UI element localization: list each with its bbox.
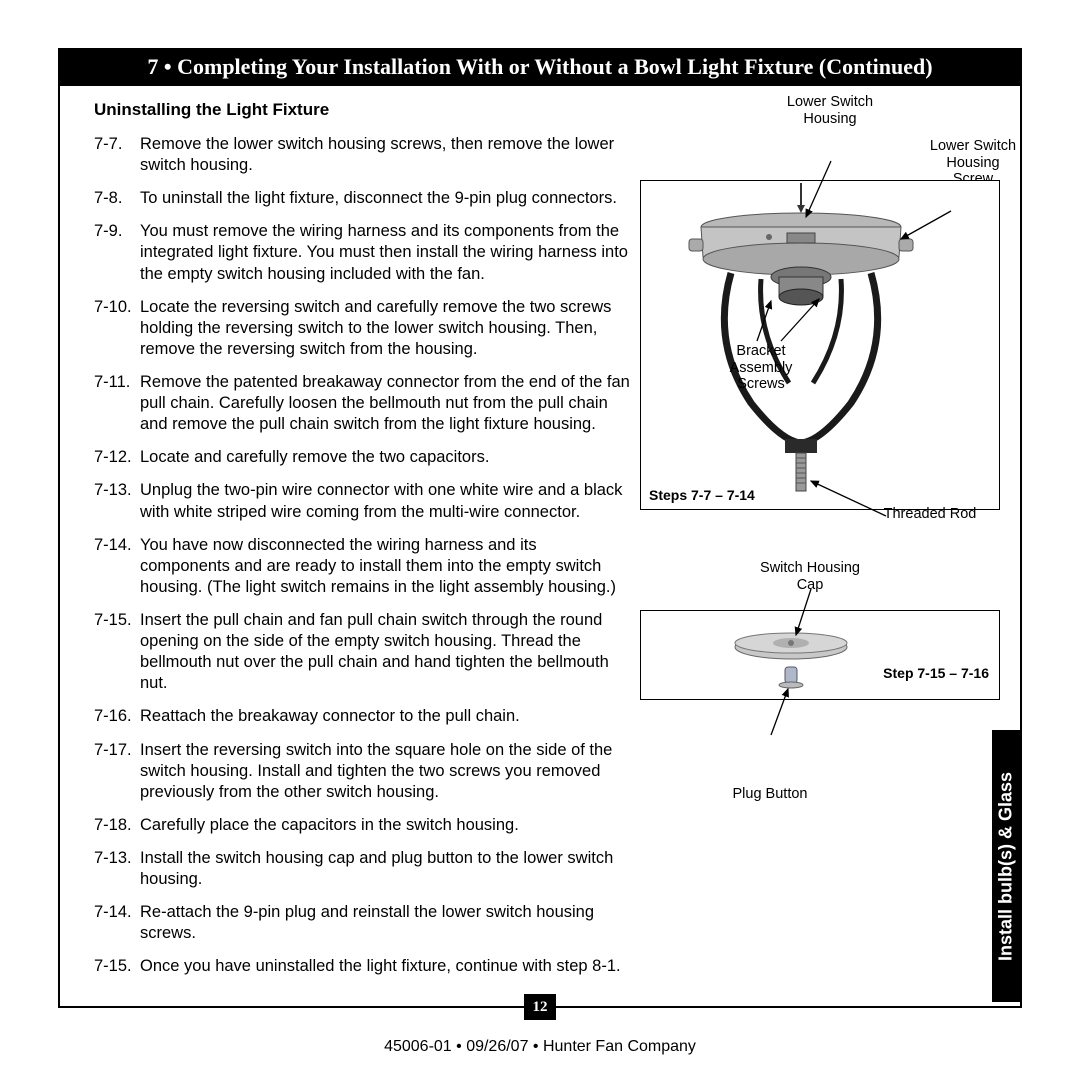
instructions-column: Uninstalling the Light Fixture 7-7.Remov… — [94, 100, 640, 990]
content-area: Uninstalling the Light Fixture 7-7.Remov… — [60, 86, 1020, 990]
step-number: 7-10. — [94, 297, 140, 360]
step-text: Reattach the breakaway connector to the … — [140, 706, 630, 727]
step-item: 7-9.You must remove the wiring harness a… — [94, 221, 630, 284]
step-item: 7-13.Unplug the two-pin wire connector w… — [94, 480, 630, 522]
step-text: Once you have uninstalled the light fixt… — [140, 956, 630, 977]
label-lower-switch-housing: Lower SwitchHousing — [770, 94, 890, 127]
step-text: Remove the lower switch housing screws, … — [140, 134, 630, 176]
section-title-bar: 7 • Completing Your Installation With or… — [60, 50, 1020, 86]
step-number: 7-7. — [94, 134, 140, 176]
step-number: 7-14. — [94, 902, 140, 944]
step-text: Unplug the two-pin wire connector with o… — [140, 480, 630, 522]
step-item: 7-11.Remove the patented breakaway conne… — [94, 372, 630, 435]
step-text: Remove the patented breakaway connector … — [140, 372, 630, 435]
label-threaded-rod: Threaded Rod — [870, 506, 990, 523]
step-text: Locate and carefully remove the two capa… — [140, 447, 630, 468]
step-text: You must remove the wiring harness and i… — [140, 221, 630, 284]
step-number: 7-18. — [94, 815, 140, 836]
step-item: 7-13.Install the switch housing cap and … — [94, 848, 630, 890]
page-frame: 7 • Completing Your Installation With or… — [58, 48, 1022, 1008]
step-number: 7-8. — [94, 188, 140, 209]
step-item: 7-14.You have now disconnected the wirin… — [94, 535, 630, 598]
step-text: Re-attach the 9-pin plug and reinstall t… — [140, 902, 630, 944]
step-number: 7-15. — [94, 956, 140, 977]
step-item: 7-7.Remove the lower switch housing scre… — [94, 134, 630, 176]
step-number: 7-16. — [94, 706, 140, 727]
step-text: Insert the pull chain and fan pull chain… — [140, 610, 630, 694]
footer-text: 45006-01 • 09/26/07 • Hunter Fan Company — [0, 1038, 1080, 1056]
step-item: 7-18.Carefully place the capacitors in t… — [94, 815, 630, 836]
step-number: 7-13. — [94, 480, 140, 522]
step-number: 7-17. — [94, 740, 140, 803]
side-tab: Install bulb(s) & Glass — [992, 730, 1020, 1002]
figure-box-top: BracketAssemblyScrews Steps 7-7 – 7-14 — [640, 180, 1000, 510]
top-figure-arrows — [641, 181, 1001, 521]
step-number: 7-11. — [94, 372, 140, 435]
step-text: Insert the reversing switch into the squ… — [140, 740, 630, 803]
figure-column: Lower SwitchHousing Lower SwitchHousingS… — [640, 100, 1000, 990]
step-text: Locate the reversing switch and carefull… — [140, 297, 630, 360]
step-item: 7-12.Locate and carefully remove the two… — [94, 447, 630, 468]
figure-box-bottom: Step 7-15 – 7-16 — [640, 610, 1000, 700]
step-text: To uninstall the light fixture, disconne… — [140, 188, 630, 209]
step-item: 7-17.Insert the reversing switch into th… — [94, 740, 630, 803]
step-item: 7-10.Locate the reversing switch and car… — [94, 297, 630, 360]
label-plug-button: Plug Button — [720, 786, 820, 803]
step-number: 7-12. — [94, 447, 140, 468]
subheading: Uninstalling the Light Fixture — [94, 100, 630, 120]
step-number: 7-15. — [94, 610, 140, 694]
step-item: 7-8.To uninstall the light fixture, disc… — [94, 188, 630, 209]
step-text: Carefully place the capacitors in the sw… — [140, 815, 630, 836]
steps-list: 7-7.Remove the lower switch housing scre… — [94, 134, 630, 978]
step-text: Install the switch housing cap and plug … — [140, 848, 630, 890]
step-item: 7-14.Re-attach the 9-pin plug and reinst… — [94, 902, 630, 944]
step-number: 7-14. — [94, 535, 140, 598]
step-text: You have now disconnected the wiring har… — [140, 535, 630, 598]
bottom-figure-arrows — [641, 551, 1001, 751]
step-number: 7-13. — [94, 848, 140, 890]
step-item: 7-15.Insert the pull chain and fan pull … — [94, 610, 630, 694]
step-item: 7-16.Reattach the breakaway connector to… — [94, 706, 630, 727]
step-item: 7-15.Once you have uninstalled the light… — [94, 956, 630, 977]
step-number: 7-9. — [94, 221, 140, 284]
page-number: 12 — [524, 994, 556, 1020]
